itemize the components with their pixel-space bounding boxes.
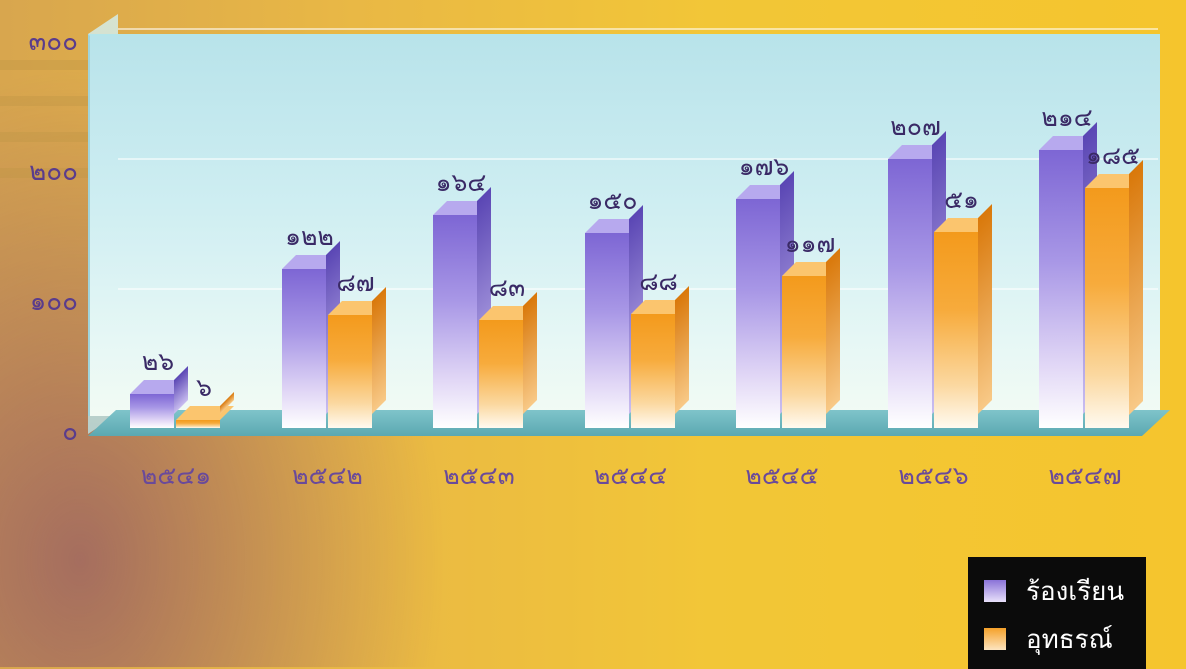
x-tick-label: ๒๕๔๔ [593, 461, 668, 490]
bar-appeal [782, 247, 840, 428]
bar-face-side [1129, 159, 1143, 414]
x-tick-label: ๒๕๔๓ [443, 461, 515, 490]
legend-swatch-complaint [984, 580, 1006, 602]
y-tick-label: ๑๐๐ [29, 287, 78, 317]
bar-face-front [479, 320, 523, 428]
plot-floor [88, 410, 1170, 436]
bar-appeal [327, 286, 386, 428]
x-tick-label: ๒๕๔๑ [140, 461, 212, 490]
bar-appeal [479, 292, 537, 428]
bar-appeal [176, 392, 234, 428]
x-tick-label: ๒๕๔๒ [292, 461, 363, 490]
bar-face-side [977, 203, 992, 414]
bar-appeal [630, 285, 689, 428]
gridline [118, 28, 1158, 30]
legend-swatch-appeal [984, 628, 1006, 650]
bar-appeal [1085, 159, 1143, 428]
legend-label-complaint: ร้องเรียน [1026, 576, 1125, 607]
data-label: ๘๗ [336, 267, 375, 297]
decor-stripe [0, 96, 90, 106]
legend-item-complaint: ร้องเรียน [984, 571, 1124, 611]
gridline [118, 158, 1158, 160]
data-label: ๑๘๕ [1085, 140, 1141, 170]
x-tick-label: ๒๕๔๖ [898, 461, 969, 490]
bar-face-front [887, 158, 932, 428]
bar-face-side [674, 285, 689, 414]
data-label: ๑๖๔ [435, 167, 487, 197]
bar-complaint [1039, 121, 1097, 428]
bar-face-front [1039, 149, 1083, 428]
data-label: ๖ [196, 373, 212, 403]
bar-face-side [523, 292, 537, 414]
data-label: ๑๒๒ [285, 222, 334, 252]
data-label: ๘๘ [639, 266, 678, 296]
bar-complaint [433, 186, 491, 428]
bar-face-front [433, 214, 477, 428]
data-label: ๒๐๗ [890, 111, 941, 141]
bar-face-front [327, 314, 372, 428]
x-tick-label: ๒๕๔๗ [1048, 461, 1122, 490]
bar-complaint [736, 171, 794, 428]
y-tick-label: ๒๐๐ [29, 157, 78, 187]
data-label: ๑๗๖ [738, 152, 790, 182]
legend-item-appeal: อุทธรณ์ [984, 619, 1113, 659]
legend: ร้องเรียน อุทธรณ์ [968, 557, 1146, 669]
x-tick-label: ๒๕๔๕ [745, 461, 819, 490]
bar-face-side [371, 286, 386, 414]
bar-face-front [630, 313, 675, 428]
bar-face-front [1085, 187, 1129, 428]
y-tick-label: ๐ [62, 417, 78, 447]
bar-face-front [130, 394, 174, 428]
decor-stripe [0, 168, 90, 178]
y-tick-label: ๓๐๐ [28, 27, 78, 57]
decor-stripe [0, 132, 90, 142]
bar-face-front [176, 420, 220, 428]
data-label: ๑๑๗ [784, 228, 836, 258]
decor-stripe [0, 60, 90, 70]
bar-appeal [933, 203, 992, 428]
bar-complaint [584, 205, 643, 428]
bar-complaint [281, 241, 340, 428]
bar-complaint [130, 366, 188, 428]
bar-face-front [281, 269, 326, 428]
data-label: ๒๖ [141, 347, 175, 377]
bar-face-front [584, 233, 629, 428]
bar-face-front [782, 275, 826, 428]
data-label: ๑๕๐ [587, 186, 638, 215]
legend-label-appeal: อุทธรณ์ [1026, 624, 1113, 655]
bar-face-front [933, 231, 978, 428]
data-label: ๒๑๔ [1041, 102, 1093, 132]
bar-face-front [736, 199, 780, 428]
data-label: ๘๓ [488, 273, 526, 303]
bar-complaint [887, 130, 946, 428]
bar-face-side [826, 247, 840, 414]
data-label: ๕๑ [944, 184, 979, 214]
